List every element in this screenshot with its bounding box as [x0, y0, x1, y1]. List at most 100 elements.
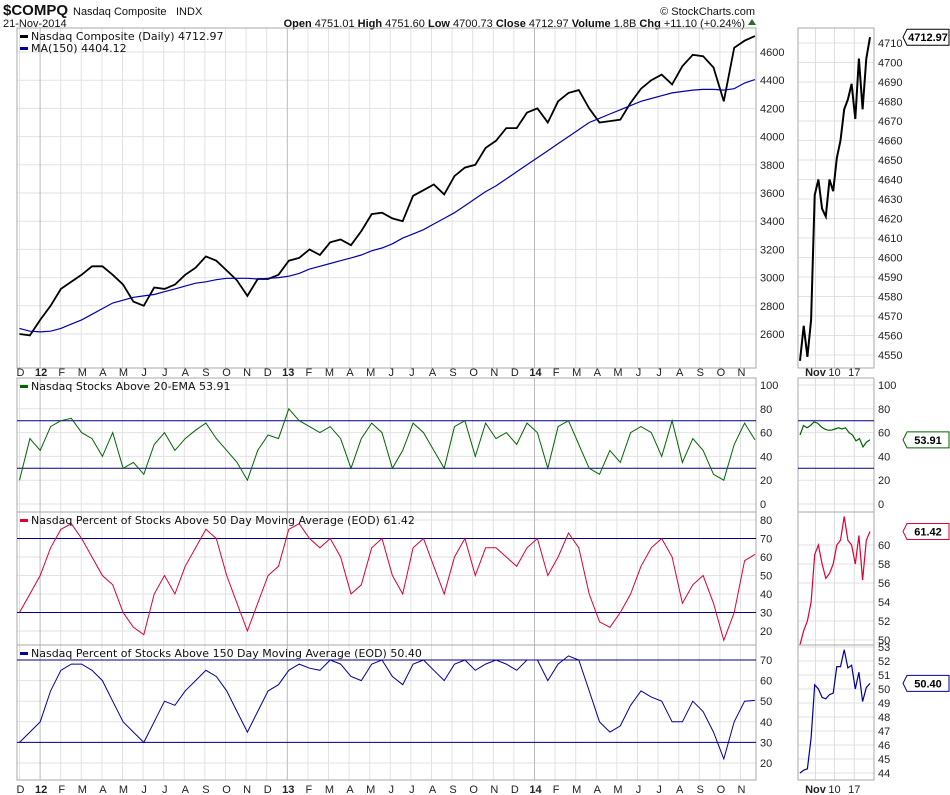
x-tick-label: F: [306, 784, 313, 795]
detail-series-line: [799, 516, 871, 645]
legend-label: MA(150) 4404.12: [31, 42, 127, 55]
y-tick-label: 4710: [878, 38, 902, 50]
x-tick-label: D: [511, 367, 519, 379]
low-value: 4700.73: [453, 18, 493, 30]
last-value-badge: [902, 523, 950, 541]
y-tick-label: 47: [878, 726, 890, 738]
y-tick-label: 51: [878, 670, 890, 682]
y-tick-label: 3600: [760, 188, 784, 200]
y-tick-label: 4650: [878, 155, 902, 167]
y-tick-label: 4660: [878, 136, 902, 148]
x-tick-label: M: [613, 784, 622, 795]
y-tick-label: 40: [878, 451, 890, 463]
y-tick-label: 49: [878, 698, 890, 710]
x-tick-label: A: [182, 367, 190, 379]
x-tick-label: M: [119, 367, 128, 379]
last-value-text: 61.42: [914, 527, 942, 539]
y-tick-label: 50: [878, 635, 890, 647]
volume-label: Volume: [572, 18, 611, 30]
y-tick-label: 52: [878, 656, 890, 668]
y-tick-label: 0: [760, 499, 766, 511]
y-tick-label: 20: [760, 626, 772, 638]
y-tick-label: 20: [760, 758, 772, 770]
x-tick-label: J: [389, 367, 395, 379]
y-tick-label: 58: [878, 559, 890, 571]
x-tick-label: A: [429, 367, 437, 379]
legend-swatch: [20, 652, 28, 655]
x-tick-label: J: [141, 784, 147, 795]
y-tick-label: 4620: [878, 214, 902, 226]
x-tick-label: M: [119, 784, 128, 795]
x-tick-label: 13: [282, 367, 294, 379]
x-tick-label: A: [99, 367, 107, 379]
x-tick-label: O: [469, 784, 478, 795]
y-tick-label: 48: [878, 712, 890, 724]
x-tick-label: A: [99, 784, 107, 795]
y-tick-label: 50: [760, 696, 772, 708]
y-tick-label: 80: [878, 404, 890, 416]
high-value: 4751.60: [385, 18, 425, 30]
y-tick-label: 4600: [760, 47, 784, 59]
x-tick-label: O: [222, 784, 231, 795]
y-tick-label: 40: [760, 451, 772, 463]
y-tick-label: 4000: [760, 132, 784, 144]
panel-legend: Nasdaq Composite (Daily) 4712.97MA(150) …: [20, 30, 224, 55]
x-tick-label: N: [243, 784, 251, 795]
x-tick-label: M: [325, 784, 334, 795]
panel-frame: [16, 644, 757, 781]
x-tick-label: O: [469, 367, 478, 379]
detail-series-line: [799, 37, 871, 361]
y-tick-label: 4670: [878, 116, 902, 128]
x-tick-label: J: [162, 784, 168, 795]
y-tick-label: 3800: [760, 160, 784, 172]
low-label: Low: [428, 18, 450, 30]
x-tick-label: J: [409, 784, 415, 795]
index-name: Nasdaq Composite: [73, 6, 167, 18]
y-tick-label: 60: [760, 676, 772, 688]
y-tick-label: 3200: [760, 244, 784, 256]
series-line: [19, 523, 756, 642]
x-tick-label: M: [572, 367, 581, 379]
x-tick-label: D: [511, 784, 519, 795]
last-value-text: 53.91: [914, 435, 942, 447]
x-tick-label: S: [449, 367, 456, 379]
y-tick-label: 4640: [878, 175, 902, 187]
y-tick-label: 4580: [878, 292, 902, 304]
y-tick-label: 4400: [760, 75, 784, 87]
y-tick-label: 4570: [878, 311, 902, 323]
y-tick-label: 4560: [878, 331, 902, 343]
panel-frame: [16, 511, 757, 646]
legend-swatch: [20, 47, 28, 50]
last-value-text: 50.40: [914, 678, 942, 690]
high-label: High: [358, 18, 383, 30]
y-tick-label: 3400: [760, 216, 784, 228]
x-tick-label: M: [366, 367, 375, 379]
x-tick-label: A: [182, 784, 190, 795]
y-tick-label: 54: [878, 597, 890, 609]
x-tick-label: F: [553, 784, 560, 795]
x-tick-label: S: [202, 784, 209, 795]
detail-x-tick-label: Nov: [805, 367, 827, 379]
y-tick-label: 70: [760, 655, 772, 667]
detail-series-line: [799, 649, 871, 774]
x-tick-label: O: [222, 367, 231, 379]
x-tick-label: F: [306, 367, 313, 379]
x-tick-label: D: [264, 367, 272, 379]
last-value-badge: [902, 431, 950, 449]
y-tick-label: 2800: [760, 301, 784, 313]
detail-x-tick-label: 10: [828, 784, 840, 795]
open-value: 4751.01: [315, 18, 355, 30]
x-tick-label: J: [636, 784, 642, 795]
y-tick-label: 52: [878, 616, 890, 628]
x-tick-label: 12: [35, 784, 47, 795]
x-tick-label: F: [58, 784, 65, 795]
y-tick-label: 56: [878, 578, 890, 590]
x-tick-label: S: [697, 367, 704, 379]
x-tick-label: D: [17, 784, 25, 795]
x-tick-label: N: [738, 784, 746, 795]
panel-4: 20 30 40 50 60 70 44 45 46 47 48 49 50 51 52 53 50.40 Nas…: [16, 642, 950, 781]
x-tick-label: M: [572, 784, 581, 795]
x-tick-label: N: [243, 367, 251, 379]
x-tick-label: J: [656, 784, 662, 795]
legend-swatch: [20, 519, 28, 522]
